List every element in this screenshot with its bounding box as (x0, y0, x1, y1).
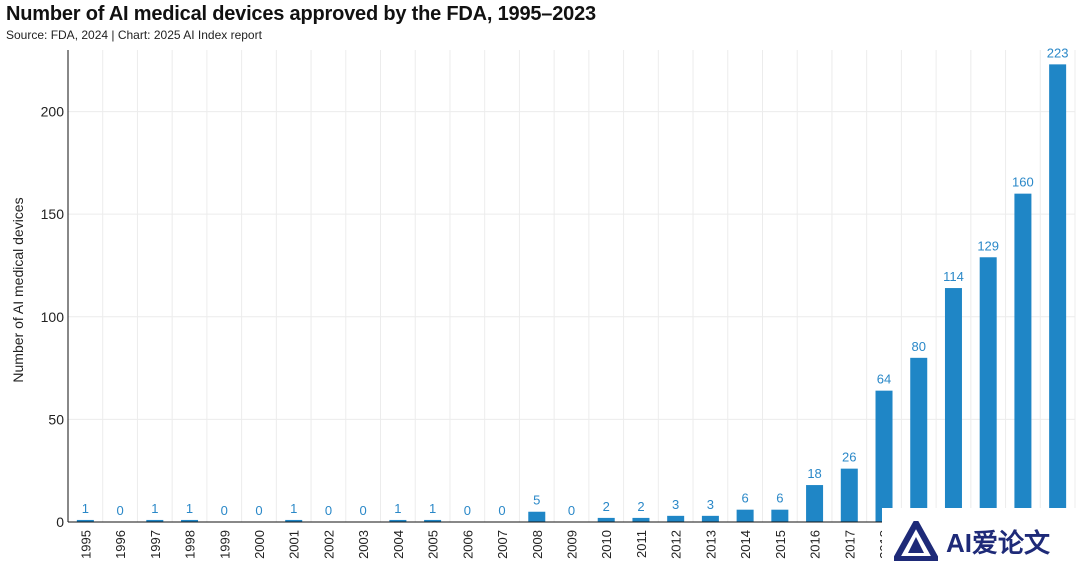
x-tick-label: 2010 (599, 530, 614, 559)
data-label-2021: 129 (977, 238, 999, 253)
chart-subtitle: Source: FDA, 2024 | Chart: 2025 AI Index… (6, 28, 262, 42)
bar-2008 (528, 511, 546, 522)
bar-2021 (979, 257, 997, 522)
bar-2004 (389, 519, 407, 522)
x-tick-label: 2008 (530, 530, 545, 559)
watermark-logo-icon (894, 521, 938, 561)
data-label-2007: 0 (498, 503, 505, 518)
bars (76, 64, 1067, 523)
x-tick-label: 1997 (148, 530, 163, 559)
bar-1995 (76, 519, 94, 522)
y-tick-label: 50 (48, 411, 64, 427)
data-label-2008: 5 (533, 493, 540, 508)
x-tick-label: 2014 (738, 530, 753, 559)
chart-title: Number of AI medical devices approved by… (6, 3, 596, 25)
bar-2014 (736, 509, 754, 522)
x-tick-label: 1999 (217, 530, 232, 559)
x-tick-label: 2012 (669, 530, 684, 559)
bar-2010 (597, 517, 615, 522)
bar-2001 (285, 519, 303, 522)
bar-2022 (1014, 193, 1032, 523)
data-label-2001: 1 (290, 501, 297, 516)
data-label-2019: 80 (912, 339, 926, 354)
data-label-2002: 0 (325, 503, 332, 518)
x-tick-label: 1996 (113, 530, 128, 559)
x-tick-label: 2016 (808, 530, 823, 559)
bar-2019 (910, 357, 928, 522)
bar-2013 (701, 515, 719, 522)
watermark: AI爱论文 (882, 508, 1080, 574)
x-tick-label: 2004 (391, 530, 406, 559)
grid (67, 50, 1076, 523)
data-label-2011: 2 (637, 499, 644, 514)
data-label-2018: 64 (877, 372, 891, 387)
y-tick-label: 0 (56, 514, 64, 530)
y-tick-label: 150 (41, 206, 65, 222)
data-label-2003: 0 (360, 503, 367, 518)
x-tick-label: 2006 (460, 530, 475, 559)
watermark-text: AI爱论文 (946, 527, 1051, 558)
data-label-2010: 2 (603, 499, 610, 514)
data-label-1998: 1 (186, 501, 193, 516)
x-tick-label: 2017 (842, 530, 857, 559)
bar-1997 (146, 519, 164, 522)
x-tick-label: 2011 (634, 530, 649, 558)
x-tick-label: 1998 (183, 530, 198, 559)
bar-2012 (667, 515, 685, 522)
data-label-2016: 18 (807, 466, 821, 481)
x-tick-label: 2005 (426, 530, 441, 559)
bar-2015 (771, 509, 789, 522)
data-label-2006: 0 (464, 503, 471, 518)
data-label-1995: 1 (82, 501, 89, 516)
data-label-2014: 6 (742, 491, 749, 506)
x-tick-label: 2003 (356, 530, 371, 559)
y-tick-label: 200 (41, 104, 65, 120)
data-label-2013: 3 (707, 497, 714, 512)
bar-2018 (875, 390, 893, 522)
data-label-2000: 0 (255, 503, 262, 518)
x-tick-label: 1995 (78, 530, 93, 559)
bar-2020 (944, 288, 962, 522)
y-axis-label: Number of AI medical devices (10, 197, 26, 382)
x-tick-label: 2009 (565, 530, 580, 559)
data-label-2020: 114 (943, 269, 964, 284)
y-tick-label: 100 (41, 309, 65, 325)
bar-2023 (1049, 64, 1067, 522)
data-label-1996: 0 (116, 503, 123, 518)
bar-2017 (840, 468, 858, 522)
data-label-2005: 1 (429, 501, 436, 516)
data-label-2015: 6 (776, 491, 783, 506)
x-tick-label: 2000 (252, 530, 267, 559)
data-label-1997: 1 (151, 501, 158, 516)
x-tick-label: 2015 (773, 530, 788, 559)
x-tick-label: 2007 (495, 530, 510, 559)
data-label-2023: 223 (1047, 45, 1069, 60)
data-label-2017: 26 (842, 450, 856, 465)
data-label-2004: 1 (394, 501, 401, 516)
data-label-1999: 0 (221, 503, 228, 518)
bar-2011 (632, 517, 650, 522)
y-axis: 0 50 100 150 200 (41, 104, 65, 530)
data-labels: 1 0 1 1 0 0 1 0 0 1 1 0 050 2 2 3 3 6 61826648011412916022… (82, 45, 1069, 518)
data-label-2012: 3 (672, 497, 679, 512)
x-tick-label: 2002 (321, 530, 336, 559)
x-tick-label: 2013 (703, 530, 718, 559)
x-tick-label: 2001 (287, 530, 302, 559)
data-label-2022: 160 (1012, 175, 1034, 190)
bar-2016 (806, 485, 824, 522)
bar-2005 (424, 519, 442, 522)
bar-1998 (181, 519, 199, 522)
data-label-2009: 0 (568, 503, 575, 518)
